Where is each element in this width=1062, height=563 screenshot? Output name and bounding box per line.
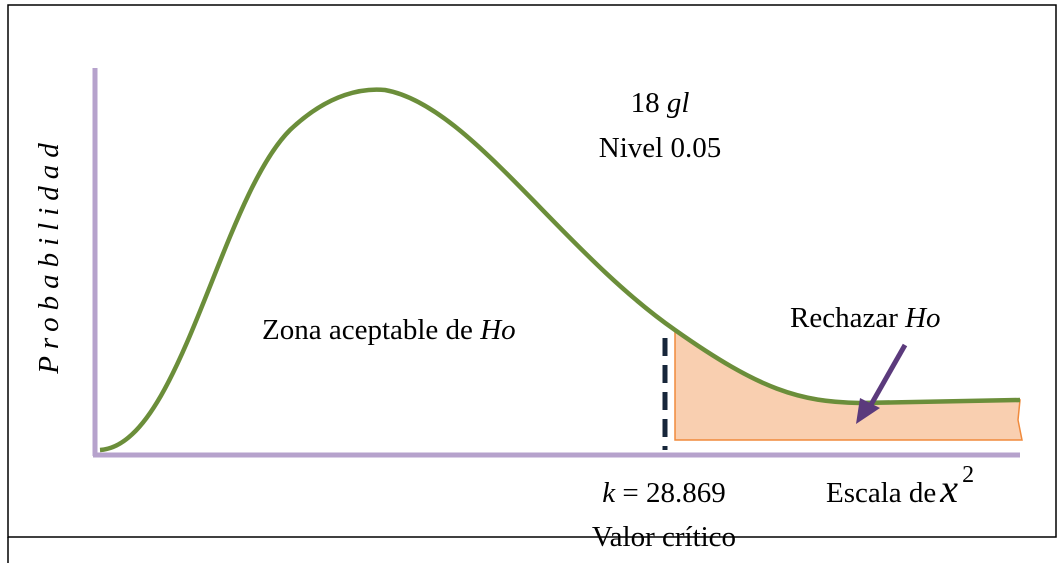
distribution-curve xyxy=(99,87,1021,453)
x-axis-exponent: 2 xyxy=(962,462,974,488)
x-axis-label: Escala de x 2 xyxy=(826,462,974,511)
critical-symbol: k xyxy=(602,477,616,509)
critical-number: = 28.869 xyxy=(622,477,725,509)
arrow-head xyxy=(856,398,880,424)
accept-zone: Zona aceptable de Ho xyxy=(262,314,516,346)
degrees-unit: gl xyxy=(667,87,690,119)
reject-symbol: Ho xyxy=(904,302,940,334)
accept-text: Zona aceptable de xyxy=(262,314,473,346)
arrow-shaft xyxy=(865,343,908,412)
reject-text: Rechazar xyxy=(790,302,898,334)
reject-area xyxy=(674,328,1023,441)
frame xyxy=(7,4,1057,538)
x-axis-symbol: x xyxy=(939,466,958,511)
critical-caption: Valor crítico xyxy=(592,521,736,553)
level: Nivel 0.05 xyxy=(599,132,721,164)
x-axis-text: Escala de xyxy=(826,477,936,509)
degrees-number: 18 xyxy=(631,87,660,119)
y-axis-label: Probabilidad xyxy=(33,136,65,375)
degrees: 18 gl xyxy=(631,87,690,119)
critical-value: k = 28.869 xyxy=(602,477,725,509)
accept-symbol: Ho xyxy=(479,314,515,346)
reject-zone: Rechazar Ho xyxy=(790,302,941,334)
